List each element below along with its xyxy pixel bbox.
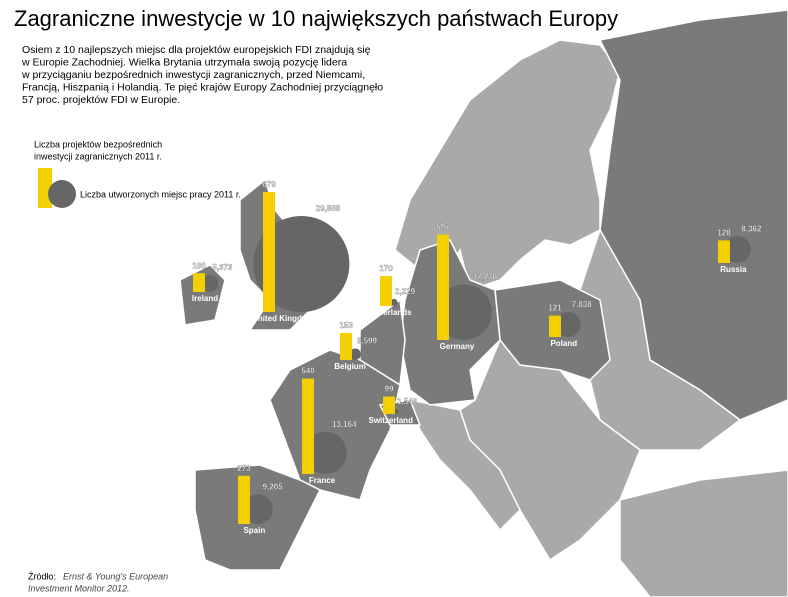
projects-bar (238, 475, 250, 524)
land (408, 399, 521, 532)
country-name: Germany (440, 342, 475, 351)
jobs-circle (201, 274, 219, 292)
projects-bar (549, 315, 561, 337)
projects-label: 106 (192, 261, 206, 270)
country-name: United Kingdom (252, 314, 314, 323)
jobs-circle (393, 409, 399, 414)
country-name: Belgium (334, 362, 366, 371)
land (619, 469, 788, 597)
description-line: Osiem z 10 najlepszych miejsc dla projek… (22, 44, 371, 56)
projects-bar (380, 275, 392, 306)
projects-bar (383, 396, 395, 414)
jobs-label: 5,373 (212, 263, 233, 272)
jobs-label: 7,838 (572, 300, 593, 309)
jobs-label: 29,888 (316, 204, 341, 213)
country-name: Russia (720, 265, 747, 274)
legend-projects: Liczba projektów bezpośrednich (34, 139, 162, 149)
country-name: Poland (550, 339, 577, 348)
description: Osiem z 10 najlepszych miejsc dla projek… (21, 44, 383, 106)
land (394, 39, 621, 291)
description-line: 57 proc. projektów FDI w Europie. (22, 94, 180, 106)
projects-label: 128 (717, 228, 731, 237)
projects-bar (437, 234, 449, 340)
country-name: Ireland (192, 294, 218, 303)
projects-bar (340, 332, 352, 360)
projects-bar (193, 273, 205, 292)
legend-jobs: Liczba utworzonych miejsc pracy 2011 r. (80, 189, 241, 199)
projects-label: 153 (339, 321, 353, 330)
jobs-circle (723, 236, 751, 263)
projects-label: 540 (301, 367, 315, 376)
jobs-label: 2,229 (395, 287, 416, 296)
jobs-label: 13,164 (332, 420, 357, 429)
source-text: Investment Monitor 2012. (28, 583, 130, 593)
legend-projects: inwestycji zagranicznych 2011 r. (34, 151, 162, 161)
marks: 679 29,888 United Kingdom 597 17,276 Germany 5… (192, 180, 762, 535)
country-name: Spain (243, 526, 265, 535)
source-label: Źródło: (28, 571, 56, 581)
projects-bar (263, 192, 275, 312)
source-text: Ernst & Young's European (63, 571, 168, 581)
jobs-circle (243, 494, 273, 524)
country-name: France (309, 476, 336, 485)
jobs-label: 3,599 (357, 337, 378, 346)
map (179, 9, 788, 597)
description-line: Francją, Hiszpanią i Holandią. Te pięć k… (22, 81, 383, 93)
legend-circle (48, 180, 76, 208)
projects-label: 99 (385, 385, 394, 394)
country-name: Switzerland (369, 416, 414, 425)
projects-bar (302, 378, 314, 474)
jobs-circle (390, 298, 398, 306)
jobs-circle (304, 431, 347, 474)
jobs-label: 1,546 (397, 397, 418, 406)
country-name: Netherlands (365, 308, 412, 317)
jobs-label: 9,205 (263, 483, 284, 492)
jobs-circle (555, 311, 581, 337)
title: Zagraniczne inwestycje w 10 największych… (14, 6, 618, 31)
projects-label: 679 (262, 180, 276, 189)
projects-bar (718, 240, 730, 263)
description-line: w przyciąganiu bezpośrednich inwestycji … (21, 69, 365, 81)
jobs-label: 17,276 (473, 273, 498, 282)
projects-label: 121 (548, 304, 562, 313)
projects-label: 273 (237, 464, 251, 473)
description-line: w Europie Zachodniej. Wielka Brytania ut… (21, 56, 347, 68)
jobs-circle (349, 348, 361, 361)
projects-label: 597 (436, 223, 450, 232)
jobs-label: 8,362 (741, 224, 762, 233)
jobs-circle (436, 284, 493, 340)
jobs-circle (253, 216, 350, 312)
legend-bar (38, 168, 52, 208)
projects-label: 170 (379, 264, 393, 273)
